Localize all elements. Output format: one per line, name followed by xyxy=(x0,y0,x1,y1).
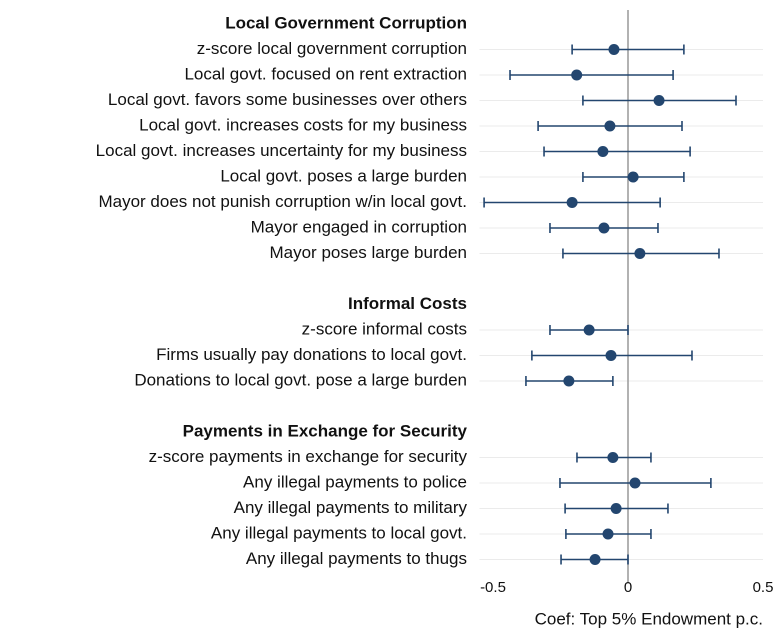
row-label: Local govt. increases costs for my busin… xyxy=(139,115,467,134)
row-label: Any illegal payments to thugs xyxy=(246,549,467,568)
group-header: Local Government Corruption xyxy=(225,13,467,32)
x-tick-label: 0.5 xyxy=(753,579,774,596)
row-label: Local govt. favors some businesses over … xyxy=(108,90,467,109)
row-label: z-score informal costs xyxy=(302,319,467,338)
point-estimate xyxy=(583,324,595,336)
point-estimate xyxy=(589,554,601,565)
point-estimate xyxy=(653,95,665,106)
x-tick-label: 0 xyxy=(624,579,632,596)
point-estimate xyxy=(604,120,616,132)
point-estimate xyxy=(629,477,641,489)
point-estimate xyxy=(571,69,583,81)
row-label: Any illegal payments to local govt. xyxy=(211,523,467,542)
row-label: Firms usually pay donations to local gov… xyxy=(156,345,467,364)
row-label: Any illegal payments to military xyxy=(234,498,468,517)
point-estimate xyxy=(634,248,646,259)
row-label: Local govt. focused on rent extraction xyxy=(184,64,467,83)
x-tick-label: -0.5 xyxy=(480,579,506,596)
row-label: Local govt. poses a large burden xyxy=(220,166,467,185)
x-axis-label: Coef: Top 5% Endowment p.c. xyxy=(535,609,763,628)
point-estimate xyxy=(597,146,609,157)
point-estimate xyxy=(598,222,610,234)
point-estimate xyxy=(627,171,639,183)
row-label: Mayor poses large burden xyxy=(269,243,467,262)
row-label: Local govt. increases uncertainty for my… xyxy=(96,141,467,160)
point-estimate xyxy=(610,503,622,514)
row-label: z-score payments in exchange for securit… xyxy=(149,447,468,466)
row-label: Donations to local govt. pose a large bu… xyxy=(134,370,467,389)
row-label: z-score local government corruption xyxy=(197,39,467,58)
group-header: Payments in Exchange for Security xyxy=(183,421,468,440)
group-header: Informal Costs xyxy=(348,294,467,313)
row-label: Mayor does not punish corruption w/in lo… xyxy=(98,192,467,211)
point-estimate xyxy=(563,375,575,387)
point-estimate xyxy=(605,350,617,361)
point-estimate xyxy=(607,452,619,463)
point-estimate xyxy=(602,528,614,540)
point-estimate xyxy=(566,197,578,208)
point-estimate xyxy=(608,44,620,55)
row-label: Mayor engaged in corruption xyxy=(251,217,467,236)
row-label: Any illegal payments to police xyxy=(243,472,467,491)
